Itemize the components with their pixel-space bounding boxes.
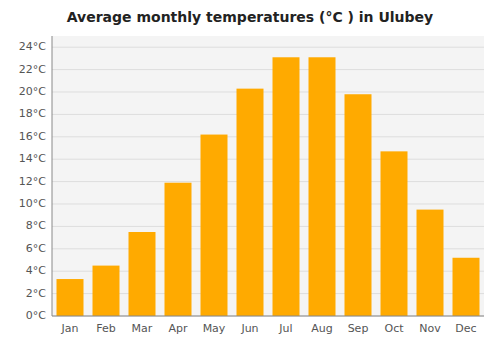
y-tick-label: 6°C <box>26 242 46 255</box>
grid-line <box>52 92 484 93</box>
grid-line <box>52 181 484 182</box>
bar <box>309 57 336 316</box>
y-tick-label: 0°C <box>26 309 46 322</box>
y-axis-line <box>52 36 53 316</box>
bar <box>417 210 444 316</box>
grid-line <box>52 159 484 160</box>
x-tick-label: Sep <box>348 322 369 335</box>
x-tick-label: Jul <box>278 322 292 335</box>
y-tick-label: 18°C <box>19 107 46 120</box>
y-tick-label: 14°C <box>19 152 46 165</box>
y-tick-label: 22°C <box>19 63 46 76</box>
grid-line <box>52 204 484 205</box>
bars <box>57 57 480 316</box>
x-tick-label: Aug <box>311 322 332 335</box>
bar <box>453 258 480 316</box>
grid-line <box>52 136 484 137</box>
grid-line <box>52 69 484 70</box>
bar <box>381 151 408 316</box>
y-tick-label: 8°C <box>26 219 46 232</box>
x-tick-label: May <box>203 322 226 335</box>
x-tick-label: Dec <box>455 322 476 335</box>
bar <box>93 266 120 316</box>
x-tick-label: Jan <box>61 322 79 335</box>
y-tick-label: 20°C <box>19 85 46 98</box>
bar <box>165 183 192 316</box>
x-axis-line <box>52 316 484 317</box>
bar <box>273 57 300 316</box>
bar <box>345 94 372 316</box>
grid-line <box>52 114 484 115</box>
y-tick-label: 4°C <box>26 264 46 277</box>
y-tick-label: 2°C <box>26 287 46 300</box>
y-tick-label: 24°C <box>19 40 46 53</box>
x-tick-label: Nov <box>419 322 441 335</box>
chart: 0°C 2°C 4°C 6°C 8°C 10°C 12°C 14°C 16°C 18°C 20°C 2… <box>0 0 500 350</box>
x-tick-label: Jun <box>240 322 258 335</box>
x-tick-labels: Jan Feb Mar Apr May Jun Jul Aug Sep Oct Nov Dec <box>61 322 477 335</box>
grid-line <box>52 47 484 48</box>
grid-line <box>52 316 484 317</box>
bar <box>129 232 156 316</box>
x-tick-label: Apr <box>168 322 188 335</box>
y-tick-label: 10°C <box>19 197 46 210</box>
x-tick-label: Feb <box>96 322 115 335</box>
x-tick-label: Mar <box>132 322 153 335</box>
bar <box>57 279 84 316</box>
bar <box>201 135 228 316</box>
y-tick-label: 12°C <box>19 175 46 188</box>
y-tick-label: 16°C <box>19 130 46 143</box>
plot-background <box>52 36 484 316</box>
bar <box>237 89 264 316</box>
title: Average monthly temperatures (°C ) in Ul… <box>67 9 433 25</box>
grid <box>52 47 484 316</box>
y-tick-labels: 0°C 2°C 4°C 6°C 8°C 10°C 12°C 14°C 16°C 18°C 20°C 2… <box>19 40 46 322</box>
x-tick-label: Oct <box>384 322 404 335</box>
